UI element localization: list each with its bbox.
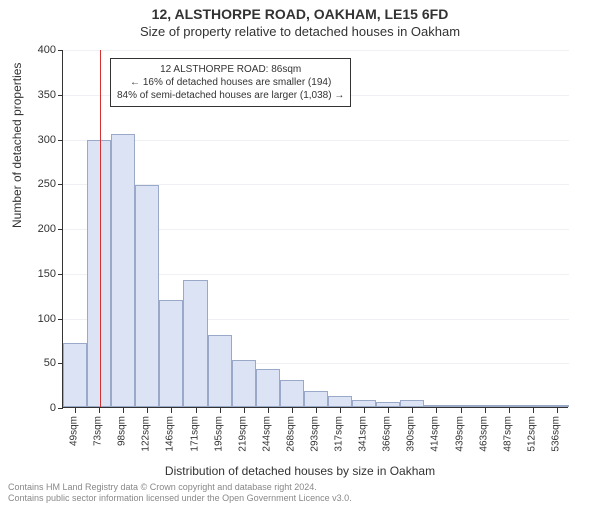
xtick-label: 219sqm [237,416,248,452]
annotation-box: 12 ALSTHORPE ROAD: 86sqm← 16% of detache… [110,58,351,107]
page-subtitle: Size of property relative to detached ho… [0,24,600,39]
histogram-bar [545,405,569,407]
ytick-label: 100 [0,313,56,325]
ytick-label: 300 [0,134,56,146]
annotation-line: 12 ALSTHORPE ROAD: 86sqm [117,63,344,76]
xtick-label: 487sqm [502,416,513,452]
histogram-bar [521,405,545,407]
xtick-mark [412,408,413,413]
footer-attribution: Contains HM Land Registry data © Crown c… [8,482,592,504]
xtick-label: 463sqm [478,416,489,452]
ytick-label: 150 [0,268,56,280]
xtick-label: 49sqm [69,416,80,446]
xtick-label: 390sqm [406,416,417,452]
xtick-label: 244sqm [261,416,272,452]
histogram-bar [208,335,232,407]
ytick-label: 50 [0,357,56,369]
xtick-mark [147,408,148,413]
xtick-label: 195sqm [213,416,224,452]
xtick-label: 122sqm [141,416,152,452]
xtick-label: 366sqm [382,416,393,452]
xtick-label: 268sqm [285,416,296,452]
xtick-mark [268,408,269,413]
histogram-bar [328,396,352,407]
xtick-mark [364,408,365,413]
xtick-label: 414sqm [430,416,441,452]
xtick-mark [461,408,462,413]
xtick-mark [99,408,100,413]
xtick-label: 512sqm [526,416,537,452]
histogram-bar [352,400,376,407]
xtick-mark [388,408,389,413]
histogram-bar [497,405,521,407]
histogram-bar [232,360,256,407]
xtick-mark [316,408,317,413]
xtick-mark [509,408,510,413]
ytick-label: 350 [0,89,56,101]
ytick-mark [58,140,63,141]
ytick-mark [58,50,63,51]
chart-container: 12, ALSTHORPE ROAD, OAKHAM, LE15 6FD Siz… [0,6,600,506]
xtick-mark [557,408,558,413]
ytick-mark [58,95,63,96]
xtick-label: 293sqm [310,416,321,452]
xtick-label: 146sqm [165,416,176,452]
xtick-mark [171,408,172,413]
chart-area: 12 ALSTHORPE ROAD: 86sqm← 16% of detache… [62,50,568,408]
marker-line [100,50,101,407]
histogram-bar [449,405,473,407]
ytick-mark [58,184,63,185]
histogram-bar [183,280,207,407]
histogram-bar [111,134,135,407]
histogram-bar [280,380,304,407]
xtick-mark [292,408,293,413]
xtick-mark [75,408,76,413]
xtick-mark [123,408,124,413]
xtick-mark [533,408,534,413]
histogram-bar [400,400,424,407]
histogram-bar [63,343,87,407]
ytick-label: 0 [0,402,56,414]
x-axis-label: Distribution of detached houses by size … [0,464,600,478]
xtick-label: 536sqm [550,416,561,452]
xtick-label: 73sqm [93,416,104,446]
ytick-mark [58,319,63,320]
xtick-mark [436,408,437,413]
ytick-mark [58,408,63,409]
ytick-label: 200 [0,223,56,235]
xtick-mark [220,408,221,413]
annotation-line: ← 16% of detached houses are smaller (19… [117,76,344,89]
gridline [63,140,569,141]
histogram-bar [304,391,328,407]
gridline [63,50,569,51]
ytick-label: 250 [0,178,56,190]
histogram-bar [135,185,159,407]
ytick-label: 400 [0,44,56,56]
xtick-mark [485,408,486,413]
xtick-label: 317sqm [334,416,345,452]
histogram-bar [424,405,448,407]
ytick-mark [58,274,63,275]
annotation-line: 84% of semi-detached houses are larger (… [117,89,344,102]
page-title: 12, ALSTHORPE ROAD, OAKHAM, LE15 6FD [0,6,600,22]
xtick-label: 341sqm [358,416,369,452]
ytick-mark [58,229,63,230]
histogram-bar [376,402,400,407]
histogram-bar [159,300,183,407]
xtick-label: 171sqm [189,416,200,452]
xtick-label: 439sqm [454,416,465,452]
footer-line-2: Contains public sector information licen… [8,493,592,504]
histogram-bar [473,405,497,407]
xtick-mark [244,408,245,413]
footer-line-1: Contains HM Land Registry data © Crown c… [8,482,592,493]
xtick-mark [196,408,197,413]
histogram-bar [256,369,280,407]
xtick-label: 98sqm [117,416,128,446]
xtick-mark [340,408,341,413]
